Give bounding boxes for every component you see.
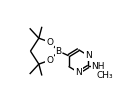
Text: O: O — [46, 38, 53, 46]
Text: B: B — [56, 47, 62, 56]
Text: CH₃: CH₃ — [97, 71, 113, 80]
Text: N: N — [75, 68, 82, 77]
Text: N: N — [85, 51, 92, 60]
Text: NH: NH — [92, 62, 105, 71]
Text: O: O — [46, 56, 53, 65]
